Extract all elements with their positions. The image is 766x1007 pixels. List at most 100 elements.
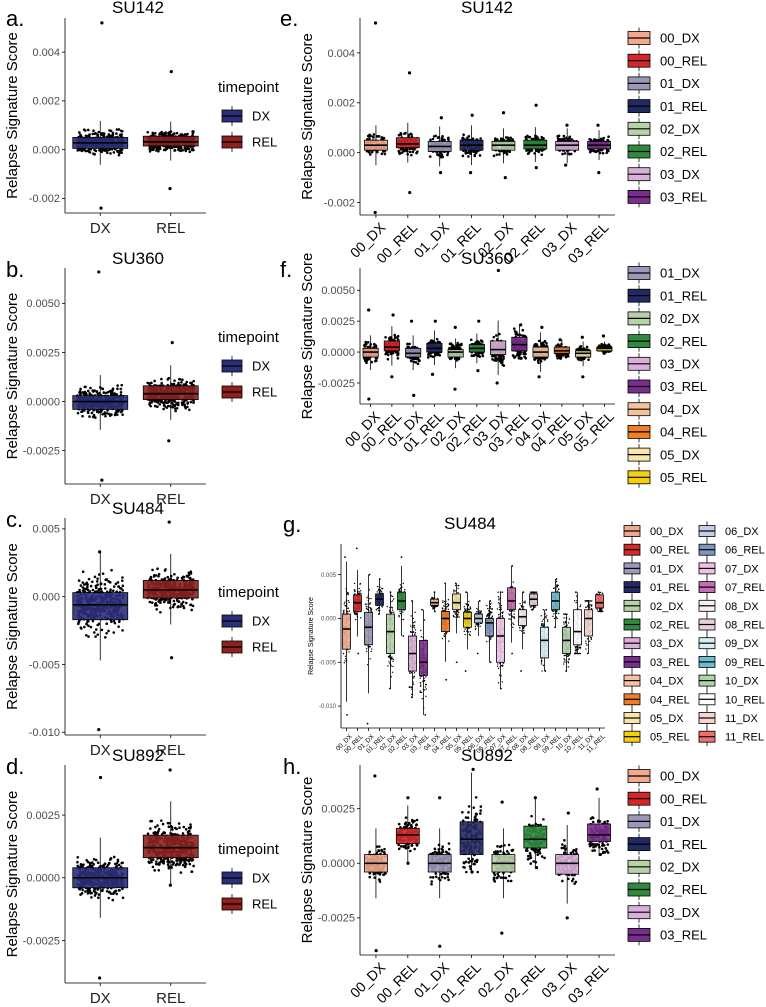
data-point	[190, 608, 193, 612]
data-point	[110, 389, 113, 393]
data-point	[88, 415, 91, 418]
data-point	[76, 856, 80, 859]
y-tick-label-f-1: 0.0000	[321, 347, 355, 359]
data-point	[393, 333, 397, 337]
data-point	[456, 343, 460, 346]
y-tick-label-e-3: 0.004	[327, 48, 355, 60]
outlier-max-b-DX	[97, 270, 101, 274]
data-point	[561, 152, 564, 156]
data-point	[151, 568, 154, 572]
data-point	[80, 410, 83, 414]
data-point	[495, 153, 499, 156]
data-point	[105, 889, 109, 893]
data-point	[101, 387, 105, 391]
data-point	[167, 376, 171, 380]
data-point	[372, 136, 375, 139]
outlier-min-a-REL	[168, 187, 172, 191]
data-point	[530, 149, 534, 152]
data-point	[152, 573, 156, 577]
data-point	[569, 152, 573, 156]
data-point	[181, 148, 185, 152]
outlier-max-b-REL	[170, 341, 174, 345]
legend-label-b-REL: REL	[252, 385, 277, 400]
data-point	[96, 392, 100, 396]
legend-label-e-00_REL: 00_REL	[660, 53, 707, 68]
data-point	[78, 391, 81, 394]
data-point	[96, 633, 100, 636]
data-point	[175, 827, 178, 831]
data-point	[146, 130, 150, 134]
data-point	[376, 150, 379, 154]
data-point	[101, 889, 104, 892]
data-point	[97, 410, 100, 414]
data-point	[89, 584, 93, 588]
outlier-max-f-02_DX	[453, 325, 457, 329]
chart-title-f: SU360	[461, 249, 513, 268]
data-point	[524, 135, 527, 139]
outlier-min-e-00_DX	[373, 210, 377, 215]
outlier-max-a-DX	[100, 21, 104, 25]
data-point	[121, 584, 125, 588]
data-point	[107, 629, 110, 633]
data-point	[181, 378, 184, 382]
data-point	[451, 343, 454, 347]
data-point	[173, 407, 177, 410]
data-point	[107, 412, 111, 416]
data-point	[94, 628, 98, 631]
data-point	[154, 598, 158, 601]
data-point	[77, 620, 81, 624]
data-point	[78, 887, 82, 891]
legend-label-d-DX: DX	[252, 871, 270, 886]
data-point	[114, 889, 118, 893]
data-point	[377, 134, 381, 138]
data-point	[119, 148, 123, 152]
data-point	[109, 588, 112, 592]
data-point	[84, 633, 88, 637]
data-point	[191, 147, 194, 151]
data-point	[410, 153, 413, 157]
legend-label-b-DX: DX	[252, 359, 270, 374]
data-point	[383, 152, 387, 156]
data-point	[104, 636, 107, 639]
data-point	[440, 137, 444, 141]
chart-title-e: SU142	[461, 0, 513, 17]
data-point	[97, 573, 101, 576]
data-point	[160, 819, 163, 822]
data-point	[374, 359, 378, 363]
data-point	[190, 870, 194, 873]
data-point	[185, 380, 189, 384]
data-point	[157, 149, 160, 153]
data-point	[113, 621, 117, 625]
data-point	[166, 863, 170, 866]
outlier-max-e-00_REL	[407, 71, 412, 75]
y-tick-label-e-0: -0.002	[324, 197, 355, 209]
x-tick-label-b-0: DX	[90, 491, 111, 508]
data-point	[81, 888, 84, 892]
data-point	[161, 133, 164, 136]
legend-label-d-REL: REL	[252, 897, 277, 912]
y-tick-label-c-2: 0.000	[32, 592, 60, 604]
data-point	[158, 147, 162, 151]
data-point	[187, 571, 191, 575]
data-point	[117, 620, 121, 624]
data-point	[171, 605, 175, 609]
data-point	[416, 362, 420, 366]
data-point	[164, 568, 167, 571]
panel-letter-d: d.	[6, 754, 24, 779]
data-point	[170, 401, 174, 404]
data-point	[154, 862, 158, 866]
y-tick-label-d-2: 0.0025	[26, 810, 60, 822]
outlier-min-f-01_DX	[412, 393, 416, 397]
data-point	[173, 572, 176, 576]
outlier-min-f-00_DX	[367, 397, 371, 401]
data-point	[148, 150, 152, 153]
data-point	[93, 575, 97, 579]
y-axis-label-a: Relapse Signature Score	[4, 32, 21, 199]
y-tick-label-b-2: 0.0025	[26, 347, 60, 359]
data-point	[492, 154, 496, 158]
panel-letter-b: b.	[6, 257, 24, 282]
data-point	[92, 152, 95, 155]
outlier-min-b-DX	[100, 478, 104, 482]
